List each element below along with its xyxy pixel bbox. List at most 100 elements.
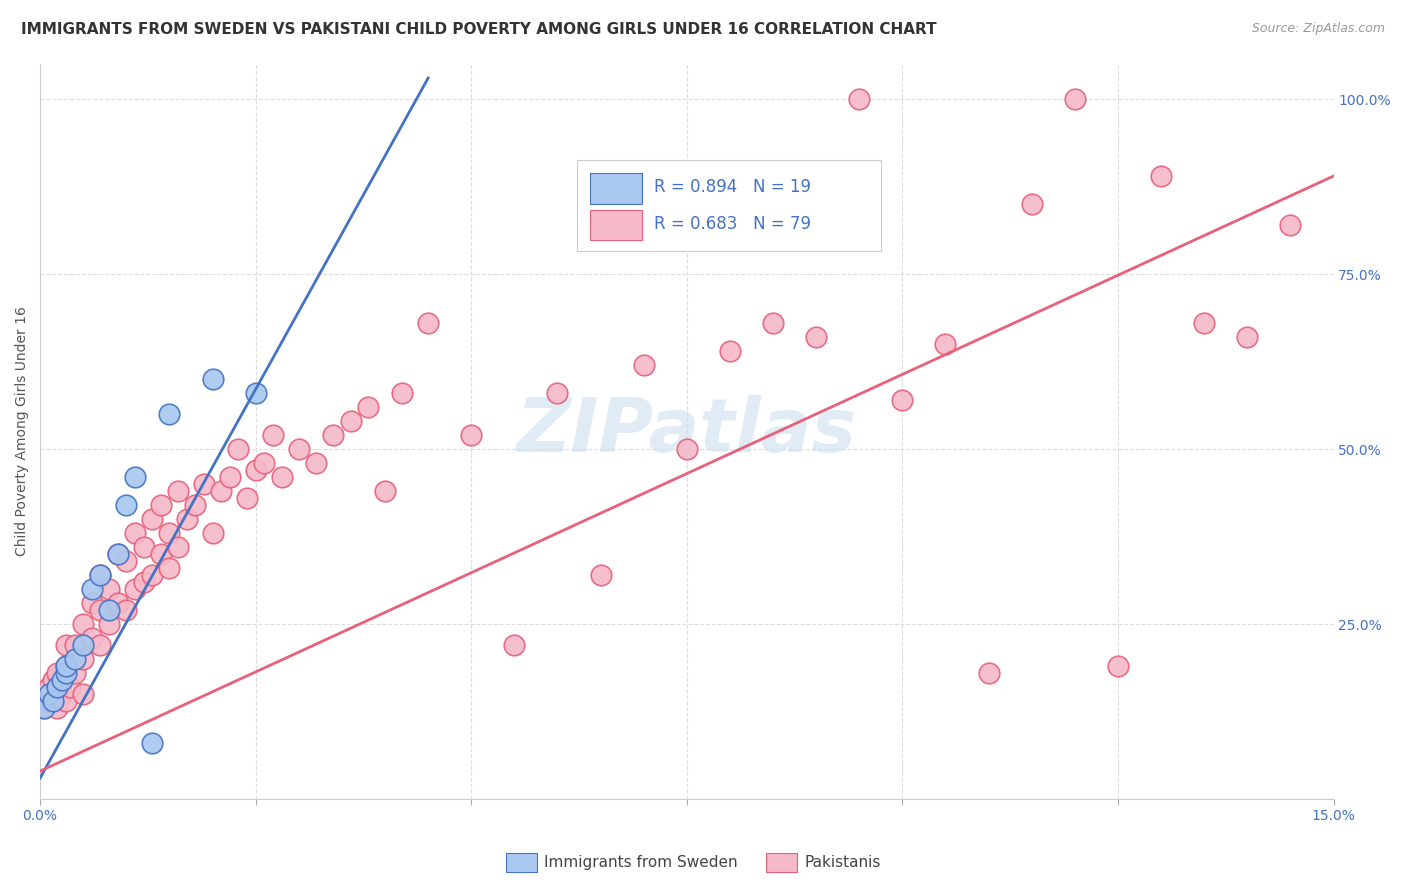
Point (63, 652, 86, 666)
Point (1279, 218, 1302, 232)
Point (193, 477, 215, 491)
Point (51, 687, 73, 701)
Point (149, 498, 172, 512)
Point (418, 316, 440, 330)
Point (262, 428, 284, 442)
Point (124, 582, 146, 596)
Point (132, 575, 155, 590)
Point (339, 414, 361, 428)
Text: R = 0.894   N = 19: R = 0.894 N = 19 (654, 178, 811, 196)
Point (89, 568, 111, 582)
Point (98, 617, 121, 632)
Point (546, 386, 568, 401)
Point (107, 596, 129, 610)
Point (1192, 316, 1215, 330)
Point (107, 547, 129, 561)
Point (55, 638, 77, 652)
Point (675, 442, 697, 456)
Point (218, 470, 240, 484)
Point (762, 316, 785, 330)
Point (63, 666, 86, 681)
Point (141, 512, 163, 526)
Point (42, 694, 65, 708)
Point (80, 596, 103, 610)
Point (42, 673, 65, 687)
Point (236, 491, 259, 505)
Point (46, 680, 69, 694)
Point (80, 582, 103, 596)
Point (633, 358, 655, 372)
Point (159, 526, 181, 541)
Point (891, 392, 914, 407)
Bar (589, 173, 641, 203)
Point (55, 694, 77, 708)
Point (63, 638, 86, 652)
Point (253, 456, 276, 470)
Point (55, 666, 77, 681)
Point (59, 680, 82, 694)
Point (589, 568, 612, 582)
Point (72, 638, 94, 652)
Point (124, 526, 146, 541)
Point (1150, 169, 1173, 183)
Y-axis label: Child Poverty Among Girls Under 16: Child Poverty Among Girls Under 16 (15, 307, 30, 557)
Point (934, 337, 956, 351)
Point (98, 603, 121, 617)
Point (460, 428, 482, 442)
Point (503, 638, 526, 652)
Point (391, 386, 413, 401)
Point (245, 386, 267, 401)
Point (115, 603, 138, 617)
Point (124, 470, 146, 484)
Point (305, 456, 328, 470)
Text: IMMIGRANTS FROM SWEDEN VS PAKISTANI CHILD POVERTY AMONG GIRLS UNDER 16 CORRELATI: IMMIGRANTS FROM SWEDEN VS PAKISTANI CHIL… (21, 22, 936, 37)
Point (46, 701, 69, 715)
Point (201, 372, 224, 386)
Point (55, 659, 77, 673)
Point (132, 540, 155, 554)
Point (228, 442, 250, 456)
Point (115, 554, 138, 568)
Point (245, 463, 267, 477)
Point (89, 638, 111, 652)
Point (51, 673, 73, 687)
Point (34, 701, 56, 715)
FancyBboxPatch shape (576, 160, 880, 252)
Point (176, 512, 198, 526)
Point (89, 568, 111, 582)
Point (98, 582, 121, 596)
Point (115, 498, 138, 512)
Point (804, 330, 827, 344)
Point (72, 617, 94, 632)
Point (55, 659, 77, 673)
Point (159, 407, 181, 421)
Point (38, 687, 60, 701)
Point (848, 92, 870, 106)
Point (288, 442, 311, 456)
Point (72, 652, 94, 666)
Point (322, 428, 344, 442)
Point (141, 736, 163, 750)
Point (1236, 330, 1258, 344)
Point (270, 470, 292, 484)
Point (89, 603, 111, 617)
Point (38, 694, 60, 708)
Point (718, 344, 741, 359)
Point (1107, 659, 1129, 673)
Point (184, 498, 207, 512)
Point (977, 666, 1000, 681)
Text: ZIPatlas: ZIPatlas (517, 395, 856, 468)
Point (357, 400, 380, 414)
Point (72, 687, 94, 701)
Point (374, 484, 396, 499)
Text: Pakistanis: Pakistanis (804, 855, 880, 870)
Point (141, 568, 163, 582)
Point (80, 631, 103, 645)
Point (38, 680, 60, 694)
Point (1063, 92, 1085, 106)
Point (201, 526, 224, 541)
Point (167, 484, 190, 499)
Point (46, 666, 69, 681)
Point (1021, 197, 1043, 211)
Point (167, 540, 190, 554)
